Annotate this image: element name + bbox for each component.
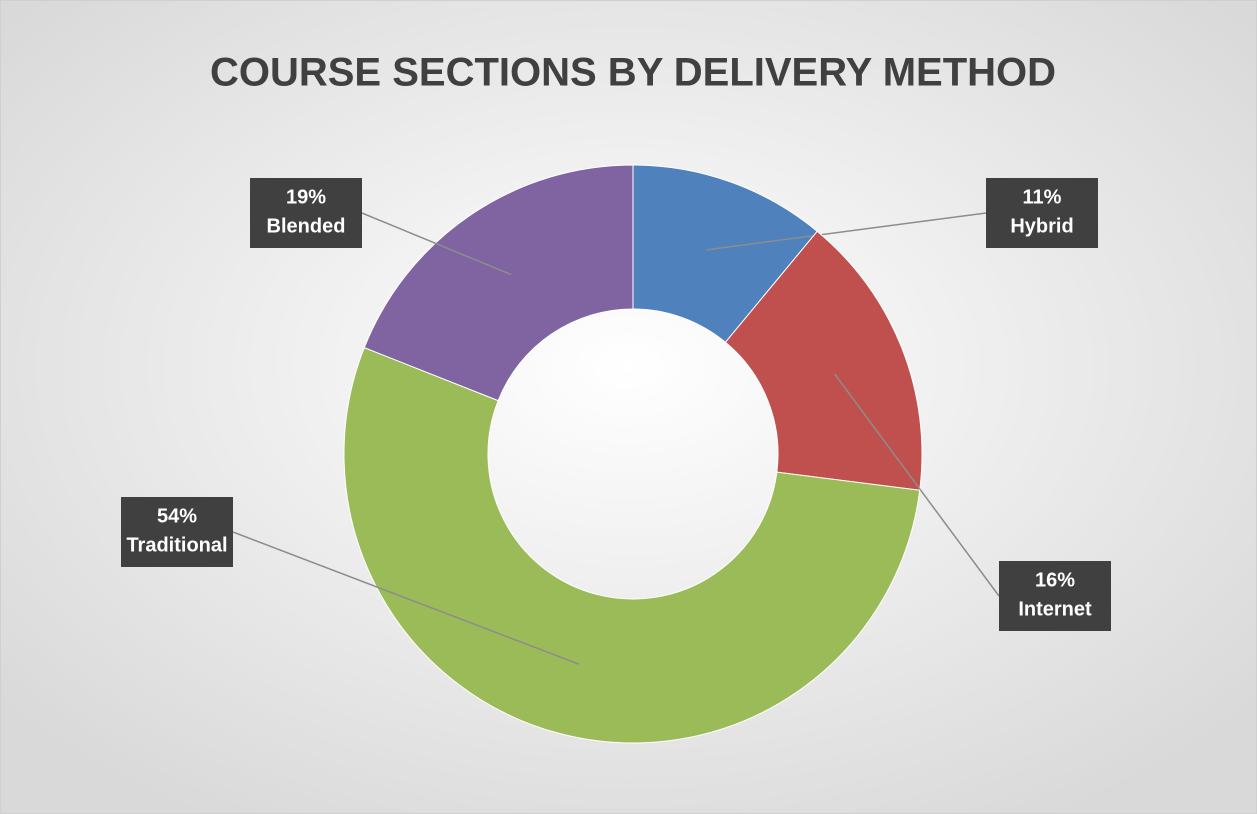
- value-label: 11%: [1023, 186, 1062, 208]
- chart-title: COURSE SECTIONS BY DELIVERY METHOD: [210, 51, 1056, 95]
- label-box: [250, 178, 362, 248]
- value-label: 19%: [286, 186, 326, 208]
- leader-line: [706, 212, 987, 251]
- category-label: Internet: [1018, 598, 1092, 620]
- category-label: Blended: [267, 215, 346, 237]
- leader-line: [361, 212, 512, 276]
- leader-line: [232, 531, 580, 665]
- value-label: 16%: [1035, 569, 1075, 591]
- label-box: [986, 178, 1098, 248]
- category-label: Traditional: [126, 534, 227, 556]
- donut-slice: [343, 346, 921, 744]
- leader-line: [834, 373, 1000, 597]
- category-label: Hybrid: [1010, 215, 1073, 237]
- value-label: 54%: [157, 505, 197, 527]
- donut-slice: [363, 164, 634, 402]
- donut-slice: [632, 164, 818, 343]
- label-box: [999, 561, 1111, 631]
- label-box: [121, 497, 233, 567]
